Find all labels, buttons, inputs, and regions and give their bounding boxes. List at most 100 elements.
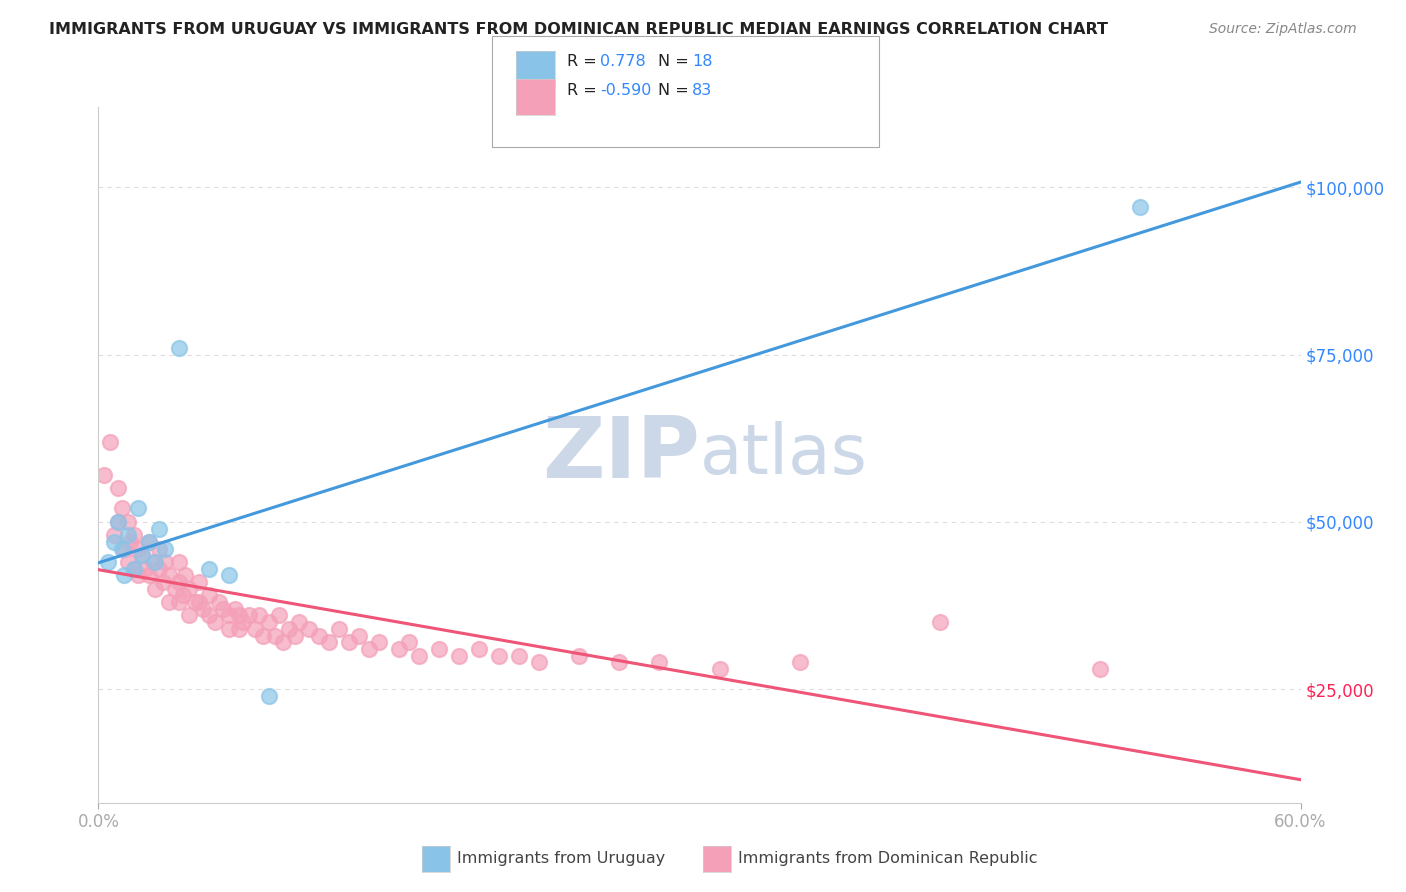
Point [347, 628, 370, 642]
Point [789, 655, 811, 669]
Point [107, 515, 129, 529]
Point [157, 595, 180, 609]
Point [177, 582, 200, 596]
Point [224, 602, 246, 616]
Point [183, 595, 205, 609]
Point [368, 635, 391, 649]
Point [218, 622, 240, 636]
Point [100, 434, 122, 449]
Point [120, 534, 142, 549]
Point [167, 341, 190, 355]
Point [124, 528, 146, 542]
Text: Immigrants from Uruguay: Immigrants from Uruguay [457, 852, 665, 866]
Point [247, 608, 270, 623]
Point [328, 622, 350, 636]
Point [228, 608, 250, 623]
Point [117, 528, 139, 542]
Point [284, 628, 307, 642]
Point [187, 575, 209, 590]
Point [187, 595, 209, 609]
Point [153, 555, 176, 569]
Point [318, 635, 340, 649]
Text: R =: R = [567, 54, 602, 69]
Point [172, 589, 194, 603]
Point [211, 602, 233, 616]
Point [134, 562, 156, 576]
Point [204, 615, 226, 630]
Text: 83: 83 [692, 83, 711, 97]
Point [128, 501, 150, 516]
Text: Immigrants from Dominican Republic: Immigrants from Dominican Republic [738, 852, 1038, 866]
Point [709, 662, 731, 676]
Point [148, 562, 170, 576]
Point [648, 655, 671, 669]
Point [128, 541, 150, 556]
Point [111, 541, 134, 556]
Point [157, 568, 180, 582]
Point [167, 575, 190, 590]
Point [114, 541, 136, 556]
Point [107, 515, 129, 529]
Text: ZIP: ZIP [541, 413, 700, 497]
Point [243, 622, 266, 636]
Point [167, 555, 190, 569]
Point [238, 608, 260, 623]
Point [103, 528, 125, 542]
Point [337, 635, 360, 649]
Point [271, 635, 294, 649]
Point [277, 622, 299, 636]
Point [488, 648, 510, 663]
Point [252, 628, 274, 642]
Point [468, 642, 491, 657]
Point [114, 568, 136, 582]
Point [308, 628, 330, 642]
Point [357, 642, 380, 657]
Point [267, 608, 290, 623]
Point [117, 515, 139, 529]
Point [408, 648, 430, 663]
Point [111, 501, 134, 516]
Point [218, 568, 240, 582]
Point [232, 615, 254, 630]
Point [97, 555, 120, 569]
Point [138, 568, 160, 582]
Point [263, 628, 285, 642]
Point [138, 534, 160, 549]
Point [138, 534, 160, 549]
Text: IMMIGRANTS FROM URUGUAY VS IMMIGRANTS FROM DOMINICAN REPUBLIC MEDIAN EARNINGS CO: IMMIGRANTS FROM URUGUAY VS IMMIGRANTS FR… [49, 22, 1108, 37]
Point [197, 562, 219, 576]
Point [143, 582, 166, 596]
Text: 18: 18 [692, 54, 713, 69]
Point [152, 575, 174, 590]
Point [609, 655, 631, 669]
Text: 0.778: 0.778 [600, 54, 647, 69]
Point [298, 622, 321, 636]
Point [177, 608, 200, 623]
Point [191, 602, 214, 616]
Text: N =: N = [658, 83, 695, 97]
Point [257, 689, 280, 703]
Point [141, 555, 163, 569]
Point [128, 568, 150, 582]
Point [929, 615, 952, 630]
Point [107, 482, 129, 496]
Point [124, 562, 146, 576]
Point [1088, 662, 1111, 676]
Point [398, 635, 420, 649]
Point [131, 548, 153, 563]
Point [163, 582, 186, 596]
Point [288, 615, 311, 630]
Point [167, 595, 190, 609]
Text: R =: R = [567, 83, 602, 97]
Point [447, 648, 470, 663]
Text: -0.590: -0.590 [600, 83, 652, 97]
Point [93, 467, 115, 482]
Point [103, 534, 125, 549]
Point [228, 622, 250, 636]
Text: N =: N = [658, 54, 695, 69]
Point [388, 642, 411, 657]
Point [427, 642, 450, 657]
Point [131, 548, 153, 563]
Point [197, 608, 219, 623]
Point [568, 648, 591, 663]
